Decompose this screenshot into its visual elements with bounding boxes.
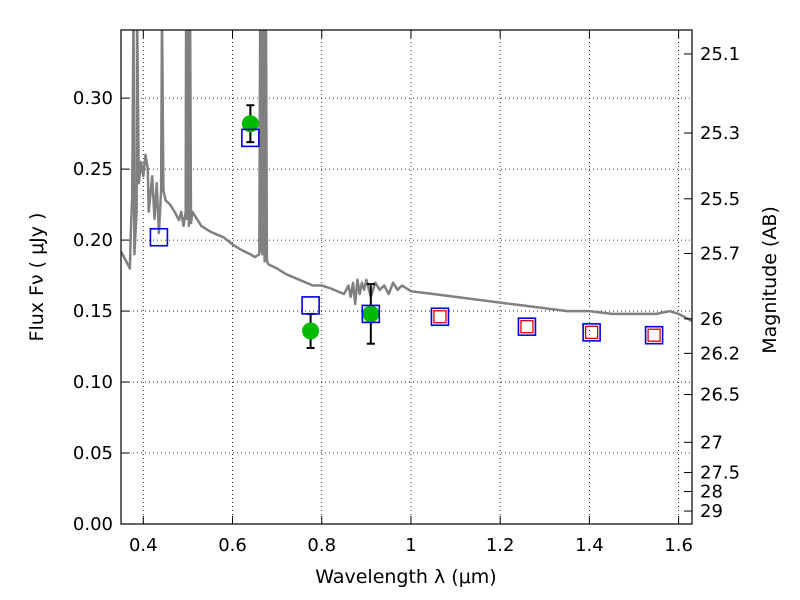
- x-axis-label: Wavelength λ (μm): [315, 566, 496, 588]
- x-tick-label: 1.4: [575, 535, 604, 556]
- model-square: [430, 307, 450, 327]
- y-axis-label: Flux Fν ( μJy ): [26, 213, 48, 342]
- model-square: [301, 296, 320, 315]
- upper-limit-square: [520, 320, 534, 334]
- y-tick-label: 0.20: [73, 230, 113, 251]
- right-tick-label: 25.3: [700, 123, 740, 144]
- model-square: [241, 128, 260, 148]
- upper-limit-square: [584, 325, 599, 340]
- right-tick-label: 28: [700, 481, 723, 502]
- x-tick-label: 1.2: [486, 535, 515, 556]
- right-tick-label: 29: [700, 501, 723, 522]
- observed-point: [241, 115, 259, 133]
- right-tick-label: 26: [700, 309, 723, 330]
- y-tick-label: 0.10: [73, 372, 113, 393]
- model-square: [582, 323, 601, 342]
- y-tick-label: 0.15: [73, 301, 113, 322]
- marker-layer: [149, 104, 664, 349]
- model-square: [644, 325, 664, 345]
- x-tick-label: 1: [405, 535, 416, 556]
- y-axis-label-right: Magnitude (AB): [759, 206, 781, 354]
- y-tick-label: 0.05: [73, 443, 113, 464]
- right-tick-label: 25.5: [700, 189, 740, 210]
- right-tick-label: 27.5: [700, 462, 740, 483]
- right-tick-label: 26.5: [700, 385, 740, 406]
- x-tick-label: 0.8: [307, 535, 336, 556]
- model-square: [517, 317, 537, 336]
- y-tick-label: 0.00: [73, 514, 113, 535]
- tick-layer: 0.4 0.6 0.8 1 1.2 1.4 1.6 0.00 0.05 0.10 0.15 0.20 0…: [73, 30, 740, 556]
- right-tick-label: 26.2: [700, 343, 740, 364]
- upper-limit-square: [433, 310, 447, 324]
- model-square: [361, 304, 381, 324]
- right-tick-label: 25.7: [700, 244, 740, 265]
- upper-limit-square: [647, 328, 661, 342]
- x-tick-label: 0.6: [218, 535, 247, 556]
- right-tick-label: 27: [700, 432, 723, 453]
- plot-frame: [120, 29, 693, 525]
- y-tick-label: 0.30: [73, 88, 113, 109]
- x-tick-label: 0.4: [129, 535, 158, 556]
- observed-point: [362, 305, 380, 323]
- y-tick-label: 0.25: [73, 159, 113, 180]
- observed-point: [302, 322, 320, 340]
- sed-model-line: [121, 30, 692, 323]
- right-tick-label: 25.1: [700, 44, 740, 65]
- model-square: [149, 227, 169, 247]
- x-tick-label: 1.6: [664, 535, 693, 556]
